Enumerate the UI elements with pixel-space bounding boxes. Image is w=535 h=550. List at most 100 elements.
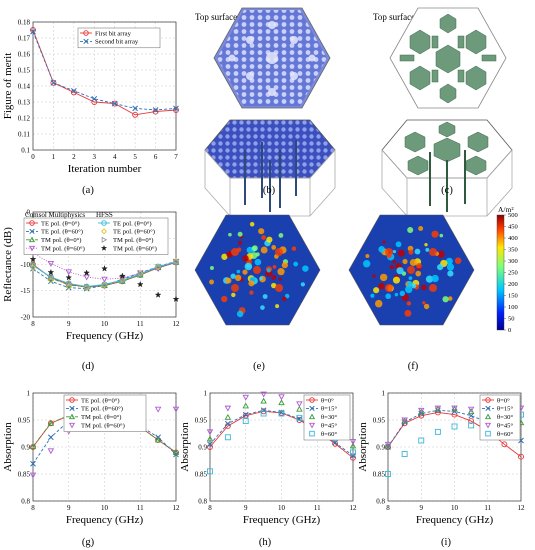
legend-marker-g-1 [69, 405, 75, 412]
current-hotspot [406, 281, 413, 287]
data-point-h-1 [260, 407, 267, 414]
data-point-a-1 [91, 95, 98, 102]
current-hotspot [252, 245, 258, 252]
data-point-h-1 [242, 411, 249, 418]
data-point-g-3 [29, 472, 37, 479]
current-hotspot [442, 296, 449, 303]
colorbar-tick-label: 100 [508, 304, 518, 311]
data-point-d-7 [47, 268, 55, 276]
panel-e-current-map [194, 214, 321, 326]
current-hotspot [284, 293, 290, 299]
legend-label-h-4: θ=60° [321, 431, 337, 438]
current-hotspot [209, 265, 214, 270]
legend-marker-a-0 [83, 30, 89, 36]
x-tick-label-i: 8 [386, 504, 390, 512]
current-hotspot [437, 250, 445, 258]
current-hotspot [291, 246, 297, 251]
current-hotspot [362, 259, 371, 268]
x-tick-label-a: 3 [93, 153, 97, 161]
data-point-h-4 [224, 434, 231, 441]
legend-marker-h-3 [308, 422, 316, 429]
panel-label-g: (g) [82, 537, 95, 548]
x-axis-label-i: Frequency (GHz) [416, 514, 494, 526]
data-point-i-3 [401, 417, 408, 424]
x-tick-label-h: 11 [314, 504, 321, 512]
data-point-g-2 [47, 419, 55, 426]
current-hotspot [281, 262, 288, 269]
legend-marker-d-6 [101, 236, 108, 243]
current-hotspot [402, 258, 408, 265]
legend-label-i-4: θ=60° [497, 431, 513, 438]
y-tick-label-h: 0.85 [195, 470, 208, 478]
legend-label-g-3: TM pol. (θ=60°) [81, 423, 125, 430]
data-point-d-3 [83, 274, 90, 281]
current-hotspot [372, 274, 376, 278]
data-point-a-1 [71, 87, 77, 94]
legend-marker-g-3 [68, 422, 76, 429]
panel-label-i: (i) [441, 537, 451, 548]
x-tick-label-h: 12 [350, 504, 358, 512]
current-hotspot [228, 232, 232, 237]
current-hotspot [399, 290, 406, 297]
y-tick-label-i: 1 [382, 389, 386, 397]
current-hotspot-strong [231, 284, 239, 292]
data-point-g-2 [29, 443, 37, 449]
current-hotspot [271, 282, 277, 289]
x-tick-label-h: 8 [208, 504, 212, 512]
data-point-g-3 [154, 406, 162, 413]
current-hotspot [259, 276, 264, 281]
y-tick-label-a: 0.1 [21, 146, 30, 154]
current-hotspot [249, 222, 255, 227]
legend-marker-i-2 [484, 413, 492, 420]
colorbar-tick-label: 400 [508, 235, 518, 242]
y-axis-label-a: Figure of merit [2, 53, 14, 120]
panel-label-h: (h) [259, 537, 272, 548]
colorbar-tick-label: 0 [508, 327, 511, 334]
data-point-h-3 [278, 394, 285, 401]
panel-f-current-map [348, 214, 475, 326]
legend-label-h-3: θ=45° [321, 423, 337, 430]
y-tick-label-a: 0.11 [18, 130, 30, 138]
data-point-i-2 [467, 407, 475, 414]
data-point-d-7 [136, 280, 144, 288]
x-tick-label-i: 10 [451, 504, 459, 512]
data-point-a-0 [152, 108, 159, 115]
y-tick-label-g: 0.95 [18, 416, 31, 424]
current-hotspot [454, 257, 462, 264]
legend-label-d-6: TM pol. (θ=0°) [113, 237, 153, 244]
panel-b-3d-block [204, 119, 336, 217]
y-tick-label-a: 0.14 [18, 82, 31, 90]
x-axis-label-g: Frequency (GHz) [66, 514, 144, 526]
data-point-a-1 [132, 105, 138, 112]
current-hotspot [242, 269, 248, 275]
y-tick-label-a: 0.17 [18, 34, 31, 42]
data-point-h-2 [242, 402, 250, 409]
legend-label-d-2: TM pol. (θ=0°) [41, 237, 81, 244]
y-tick-label-d: 0 [27, 208, 31, 216]
legend-marker-d-3 [28, 245, 36, 252]
data-point-d-7 [65, 273, 73, 281]
legend-marker-a-1 [83, 38, 89, 45]
current-hotspot-strong [429, 248, 437, 256]
y-tick-label-g: 1 [27, 389, 31, 397]
current-hotspot [260, 305, 265, 310]
y-tick-label-i: 0.85 [373, 470, 386, 478]
y-tick-label-g: 0.85 [18, 470, 31, 478]
data-point-h-2 [206, 435, 214, 442]
series-line-d-4 [32, 261, 177, 288]
current-hotspot [394, 292, 399, 297]
legend-marker-h-1 [309, 405, 315, 412]
colorbar-unit: A/m² [498, 205, 514, 214]
data-point-d-4 [83, 283, 90, 290]
current-hotspot [281, 296, 287, 302]
current-hotspot [392, 259, 397, 264]
legend-label-a-1: Second bit array [95, 39, 139, 46]
data-point-d-6 [173, 258, 180, 266]
x-tick-label-g: 8 [31, 504, 35, 512]
legend-marker-h-2 [308, 413, 316, 420]
data-point-d-6 [102, 281, 108, 289]
x-tick-label-a: 4 [113, 153, 117, 161]
current-hotspot [392, 276, 401, 284]
current-hotspot [261, 235, 267, 241]
